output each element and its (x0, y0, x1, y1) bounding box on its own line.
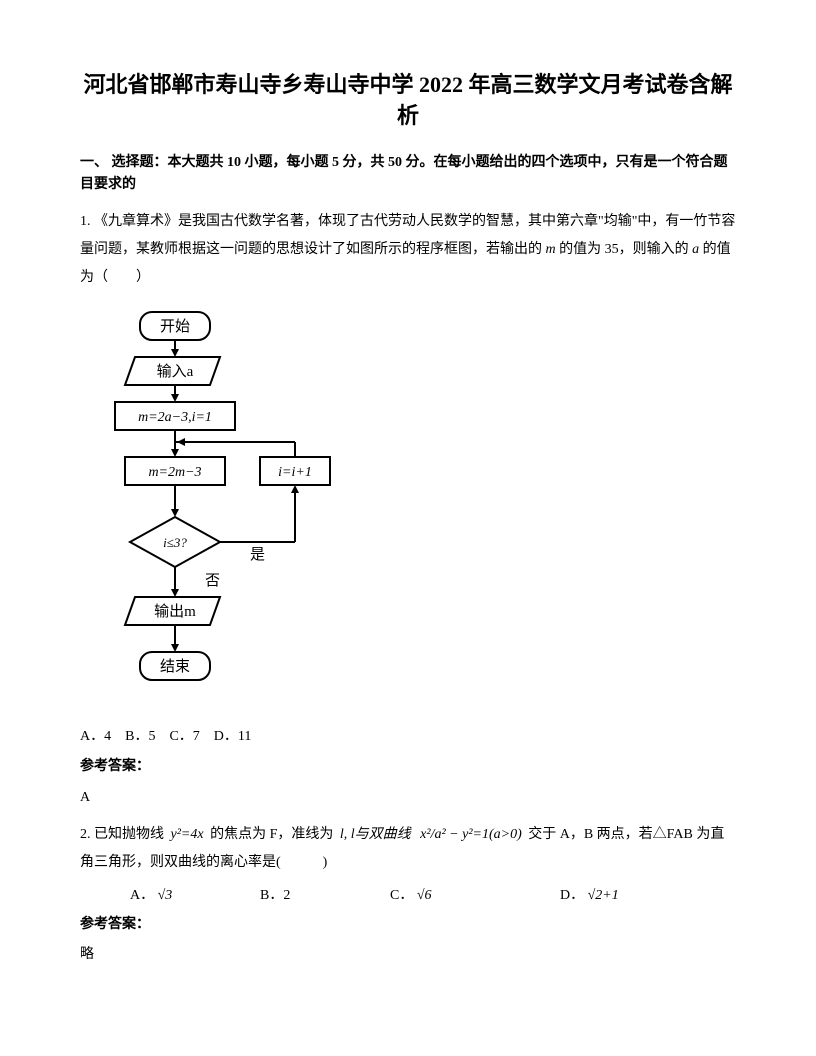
q2-answer: 略 (80, 944, 736, 966)
q2-formula2: l, l与双曲线 (337, 821, 414, 849)
q1-answer: A (80, 787, 736, 809)
q2-opt-d-label: D． (560, 888, 584, 903)
q1-answer-label: 参考答案： (80, 756, 736, 778)
fc-output: 输出m (154, 603, 196, 620)
flowchart: 开始 输入a m=2a−3,i=1 m=2m−3 i=i+1 i≤3? 是 (100, 307, 736, 710)
q2-opt-c-label: C． (390, 888, 413, 903)
page-title: 河北省邯郸市寿山寺乡寿山寺中学 2022 年高三数学文月考试卷含解析 (80, 70, 736, 132)
fc-end: 结束 (160, 658, 190, 675)
fc-start: 开始 (160, 318, 190, 335)
q2-text1: 2. 已知抛物线 (80, 827, 164, 842)
section-header: 一、 选择题：本大题共 10 小题，每小题 5 分，共 50 分。在每小题给出的… (80, 152, 736, 197)
question-1: 1. 《九章算术》是我国古代数学名著，体现了古代劳动人民数学的智慧，其中第六章"… (80, 208, 736, 292)
q2-answer-label: 参考答案： (80, 914, 736, 936)
q2-opt-a-val: √3 (158, 888, 173, 903)
flowchart-svg: 开始 输入a m=2a−3,i=1 m=2m−3 i=i+1 i≤3? 是 (100, 307, 360, 702)
q1-m-var: m (546, 242, 556, 257)
fc-yes: 是 (250, 547, 265, 563)
q2-opt-d-val: √2+1 (588, 888, 619, 903)
fc-input: 输入a (157, 363, 194, 380)
q2-text2: 的焦点为 F，准线为 (210, 827, 333, 842)
fc-no: 否 (205, 573, 220, 589)
fc-decision: i≤3? (163, 535, 187, 550)
fc-step-right: i=i+1 (278, 465, 312, 480)
q2-formula3: x²/a² − y²=1(a>0) (417, 821, 525, 849)
q1-options: A．4 B．5 C．7 D．11 (80, 726, 736, 748)
q2-opt-c-val: √6 (417, 888, 432, 903)
q1-a-var: a (692, 242, 699, 257)
fc-step1: m=2a−3,i=1 (138, 410, 212, 425)
q2-opt-a-label: A． (130, 888, 154, 903)
question-2: 2. 已知抛物线 y²=4x 的焦点为 F，准线为 l, l与双曲线 x²/a²… (80, 821, 736, 877)
q2-formula1: y²=4x (168, 821, 207, 849)
q2-opt-b-label: B．2 (260, 888, 290, 903)
fc-step2: m=2m−3 (148, 465, 201, 480)
q1-text2: 的值为 35，则输入的 (559, 242, 689, 257)
q2-options: A． √3 B．2 C． √6 D． √2+1 (80, 885, 736, 907)
